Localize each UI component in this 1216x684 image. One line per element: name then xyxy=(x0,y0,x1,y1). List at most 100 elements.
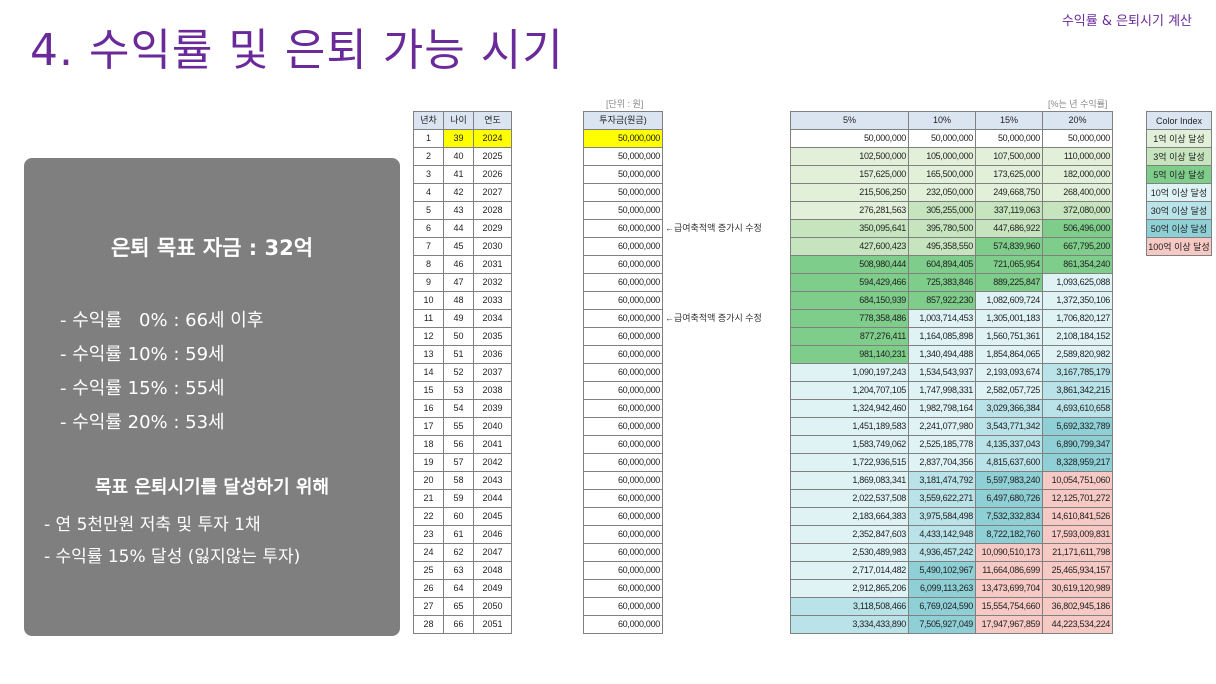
return-cell: 1,093,625,088 xyxy=(1042,273,1113,292)
year-index-cell: 10 xyxy=(413,291,444,310)
table-row: 1,324,942,460 1,982,798,164 3,029,366,384 4… xyxy=(790,399,1113,418)
return-cell: 4,693,610,658 xyxy=(1042,399,1113,418)
year-index-cell: 5 xyxy=(413,201,444,220)
table-row: 10 48 2033 xyxy=(413,291,512,310)
year-index-cell: 13 xyxy=(413,345,444,364)
return-cell: 7,505,927,049 xyxy=(908,615,976,634)
age-cell: 55 xyxy=(443,417,474,436)
table-row: 594,429,466 725,383,846 889,225,847 1,093,6… xyxy=(790,273,1113,292)
table-row: 60,000,000 xyxy=(583,309,663,328)
age-cell: 66 xyxy=(443,615,474,634)
year-cell: 2051 xyxy=(473,615,512,634)
return-cell: 14,610,841,526 xyxy=(1042,507,1113,526)
table-row: 276,281,563 305,255,000 337,119,063 372,080… xyxy=(790,201,1113,220)
return-cell: 1,204,707,105 xyxy=(790,381,909,400)
legend-header: Color Index xyxy=(1146,111,1212,130)
section-tag: 수익률 & 은퇴시기 계산 xyxy=(1061,14,1192,29)
table-row: 1,722,936,515 2,837,704,356 4,815,637,600 8… xyxy=(790,453,1113,472)
table-row: 60,000,000 xyxy=(583,561,663,580)
table-row: 60,000,000 xyxy=(583,291,663,310)
table-row: 2,183,664,383 3,975,584,498 7,532,332,834 1… xyxy=(790,507,1113,526)
rate-line: - 수익률 0% : 66세 이후 xyxy=(60,310,264,331)
adjust-note: ←급여축적액 증가시 수정 xyxy=(665,313,762,323)
table-row: 13 51 2036 xyxy=(413,345,512,364)
year-cell: 2035 xyxy=(473,327,512,346)
year-cell: 2033 xyxy=(473,291,512,310)
return-cell: 305,255,000 xyxy=(908,201,976,220)
table-row: 60,000,000 xyxy=(583,597,663,616)
return-cell: 50,000,000 xyxy=(908,129,976,148)
return-cell: 50,000,000 xyxy=(790,129,909,148)
year-index-cell: 12 xyxy=(413,327,444,346)
return-cell: 667,795,200 xyxy=(1042,237,1113,256)
table-row: 2,352,847,603 4,433,142,948 8,722,182,760 1… xyxy=(790,525,1113,544)
return-cell: 981,140,231 xyxy=(790,345,909,364)
return-cell: 232,050,000 xyxy=(908,183,976,202)
return-cell: 8,328,959,217 xyxy=(1042,453,1113,472)
rate-line: - 수익률 10% : 59세 xyxy=(60,344,225,365)
return-cell: 2,582,057,725 xyxy=(975,381,1043,400)
table-row: 15 53 2038 xyxy=(413,381,512,400)
return-cell: 1,747,998,331 xyxy=(908,381,976,400)
principal-cell: 60,000,000 xyxy=(583,255,663,274)
return-cell: 50,000,000 xyxy=(975,129,1043,148)
return-cell: 10,090,510,173 xyxy=(975,543,1043,562)
col-header-rate-10: 10% xyxy=(908,111,976,130)
return-cell: 4,936,457,242 xyxy=(908,543,976,562)
table-row: 11 49 2034 xyxy=(413,309,512,328)
year-index-cell: 9 xyxy=(413,273,444,292)
return-cell: 6,497,680,726 xyxy=(975,489,1043,508)
plan-title: 목표 은퇴시기를 달성하기 위해 xyxy=(94,477,330,498)
principal-cell: 50,000,000 xyxy=(583,201,663,220)
table-row: 2,912,865,206 6,099,113,263 13,473,699,704… xyxy=(790,579,1113,598)
return-cell: 594,429,466 xyxy=(790,273,909,292)
table-row: 26 64 2049 xyxy=(413,579,512,598)
legend-row: 1억 이상 달성 xyxy=(1146,129,1212,148)
table-row: 60,000,000 xyxy=(583,381,663,400)
principal-cell: 60,000,000 xyxy=(583,327,663,346)
table-row: 2,717,014,482 5,490,102,967 11,664,086,699… xyxy=(790,561,1113,580)
return-cell: 5,490,102,967 xyxy=(908,561,976,580)
return-cell: 3,029,366,384 xyxy=(975,399,1043,418)
return-cell: 105,000,000 xyxy=(908,147,976,166)
table-row: 4 42 2027 xyxy=(413,183,512,202)
return-cell: 506,496,000 xyxy=(1042,219,1113,238)
return-cell: 1,706,820,127 xyxy=(1042,309,1113,328)
return-cell: 889,225,847 xyxy=(975,273,1043,292)
year-cell: 2049 xyxy=(473,579,512,598)
age-cell: 41 xyxy=(443,165,474,184)
plan-line: - 연 5천만원 저축 및 투자 1채 xyxy=(44,515,261,535)
col-header-rate-15: 15% xyxy=(975,111,1043,130)
rate-line: - 수익률 20% : 53세 xyxy=(60,412,225,433)
year-index-cell: 11 xyxy=(413,309,444,328)
year-cell: 2040 xyxy=(473,417,512,436)
legend-row: 10억 이상 달성 xyxy=(1146,183,1212,202)
return-cell: 276,281,563 xyxy=(790,201,909,220)
age-cell: 43 xyxy=(443,201,474,220)
age-cell: 59 xyxy=(443,489,474,508)
principal-cell: 60,000,000 xyxy=(583,597,663,616)
return-cell: 1,082,609,724 xyxy=(975,291,1043,310)
return-cell: 778,358,486 xyxy=(790,309,909,328)
table-row: 2,530,489,983 4,936,457,242 10,090,510,173… xyxy=(790,543,1113,562)
year-cell: 2045 xyxy=(473,507,512,526)
table-row: 60,000,000 xyxy=(583,435,663,454)
return-cell: 725,383,846 xyxy=(908,273,976,292)
plan-line: - 수익률 15% 달성 (잃지않는 투자) xyxy=(44,547,301,567)
return-cell: 337,119,063 xyxy=(975,201,1043,220)
return-cell: 50,000,000 xyxy=(1042,129,1113,148)
return-cell: 25,465,934,157 xyxy=(1042,561,1113,580)
return-cell: 857,922,230 xyxy=(908,291,976,310)
table-row: 60,000,000 xyxy=(583,453,663,472)
table-row: 12 50 2035 xyxy=(413,327,512,346)
principal-cell: 60,000,000 xyxy=(583,309,663,328)
return-cell: 157,625,000 xyxy=(790,165,909,184)
table-row: 9 47 2032 xyxy=(413,273,512,292)
legend-item: 1억 이상 달성 xyxy=(1146,129,1212,148)
principal-cell: 60,000,000 xyxy=(583,507,663,526)
table-row: 28 66 2051 xyxy=(413,615,512,634)
table-row: 60,000,000 xyxy=(583,471,663,490)
year-index-cell: 6 xyxy=(413,219,444,238)
table-row: 215,506,250 232,050,000 249,668,750 268,400… xyxy=(790,183,1113,202)
table-row: 2,022,537,508 3,559,622,271 6,497,680,726 1… xyxy=(790,489,1113,508)
